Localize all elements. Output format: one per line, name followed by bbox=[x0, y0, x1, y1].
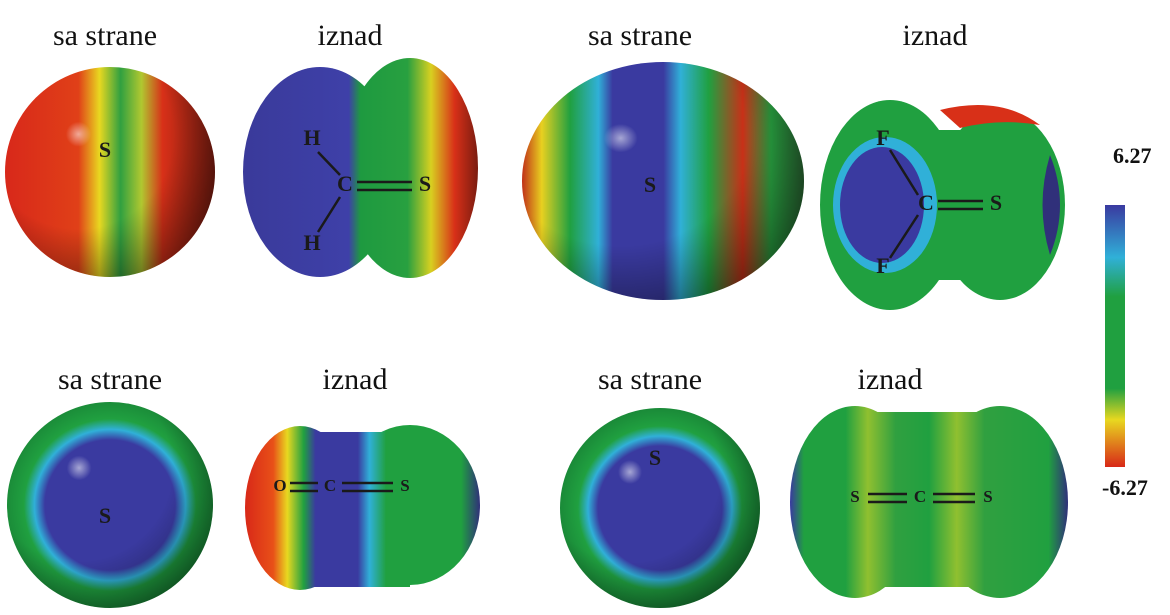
atom-label: H bbox=[303, 125, 320, 150]
surface-region bbox=[940, 105, 1040, 128]
atom-label: C bbox=[337, 171, 353, 196]
surface-region bbox=[1042, 155, 1060, 255]
bond bbox=[316, 196, 342, 233]
view-label: sa strane bbox=[58, 363, 162, 396]
view-label: iznad bbox=[318, 19, 383, 52]
view-label: iznad bbox=[858, 363, 923, 396]
surface-region bbox=[840, 147, 924, 263]
atom-label: F bbox=[876, 253, 889, 278]
view-label: sa strane bbox=[588, 19, 692, 52]
view-label: iznad bbox=[323, 363, 388, 396]
atom-label: S bbox=[983, 487, 992, 506]
surface bbox=[245, 425, 480, 590]
atom-label: C bbox=[324, 476, 336, 495]
atom-label: H bbox=[303, 230, 320, 255]
atom-label: S bbox=[419, 171, 431, 196]
shading bbox=[5, 67, 215, 277]
bond bbox=[888, 149, 920, 196]
atom-label: S bbox=[99, 137, 111, 162]
view-label: iznad bbox=[903, 19, 968, 52]
atom-label: S bbox=[850, 487, 859, 506]
colorbar-min: -6.27 bbox=[1102, 475, 1148, 500]
atom-label: S bbox=[400, 476, 409, 495]
colorbar bbox=[1105, 205, 1125, 467]
atom-label: S bbox=[990, 190, 1002, 215]
atom-label: S bbox=[644, 172, 656, 197]
atom-label: O bbox=[273, 476, 286, 495]
surface bbox=[243, 58, 478, 278]
atom-label: C bbox=[914, 487, 926, 506]
bond bbox=[317, 151, 341, 176]
shading bbox=[7, 402, 213, 608]
atom-label: S bbox=[649, 445, 661, 470]
shading bbox=[560, 408, 760, 608]
surface bbox=[790, 406, 1068, 598]
bond bbox=[888, 214, 920, 259]
atom-label: C bbox=[918, 190, 934, 215]
colorbar-max: 6.27 bbox=[1113, 143, 1152, 168]
view-label: sa strane bbox=[598, 363, 702, 396]
shading bbox=[522, 62, 804, 300]
atom-label: F bbox=[876, 125, 889, 150]
atom-label: S bbox=[99, 503, 111, 528]
view-label: sa strane bbox=[53, 19, 157, 52]
